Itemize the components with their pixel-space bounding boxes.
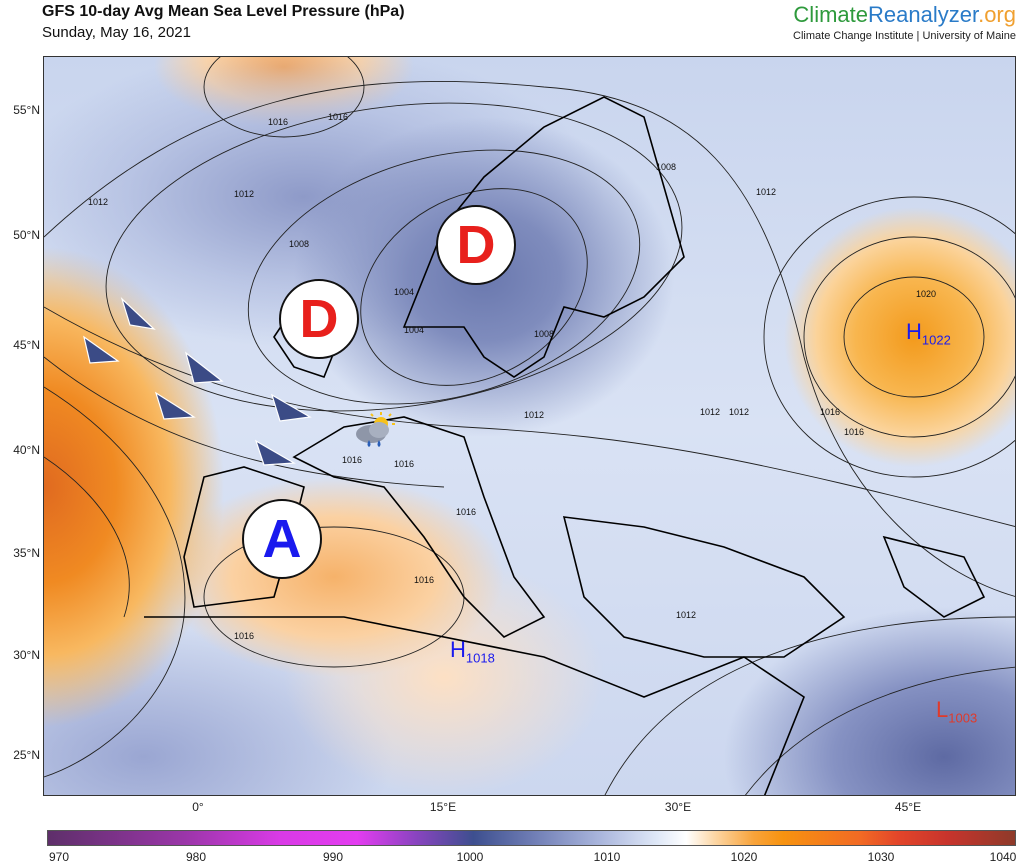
colorbar-tick: 970: [48, 850, 70, 864]
lat-label: 50°N: [13, 228, 40, 242]
contour-label: 1016: [844, 427, 865, 437]
contour-label: 1016: [342, 455, 363, 465]
colorbar-tick: 1010: [593, 850, 621, 864]
high-center-label: H1018: [450, 637, 495, 666]
contour-label: 1016: [820, 407, 841, 417]
lat-label: 35°N: [13, 546, 40, 560]
lat-label: 40°N: [13, 443, 40, 457]
contour-label: 1016: [328, 112, 349, 122]
high-center-label: H1022: [906, 319, 951, 348]
contour-label: 1012: [524, 410, 545, 420]
colorbar-tick: 980: [185, 850, 207, 864]
colorbar-tick: 1020: [730, 850, 758, 864]
contour-label: 1012: [700, 407, 721, 417]
contour-label: 1016: [414, 575, 435, 585]
contour-label: 1008: [534, 329, 555, 339]
lon-label: 15°E: [429, 800, 457, 814]
contour-label: 1016: [268, 117, 289, 127]
brand-logo[interactable]: ClimateReanalyzer.org: [793, 2, 1016, 27]
contour-label: 1016: [234, 631, 255, 641]
contour-label: 1012: [756, 187, 777, 197]
map-title: GFS 10-day Avg Mean Sea Level Pressure (…: [42, 3, 405, 20]
contour-label: 1012: [234, 189, 255, 199]
lat-label: 30°N: [13, 648, 40, 662]
wind-arrow: [154, 391, 196, 420]
contour-label: 1016: [456, 507, 477, 517]
institution-label: Climate Change Institute | University of…: [793, 30, 1016, 42]
wind-arrows: [83, 297, 312, 466]
low-center-label: L1003: [936, 697, 978, 726]
sun-cloud-rain-icon[interactable]: [349, 412, 399, 452]
wind-arrow: [120, 297, 156, 330]
wind-arrow: [270, 393, 312, 422]
high-pressure-marker[interactable]: A: [242, 499, 322, 579]
contour-label: 1012: [729, 407, 750, 417]
pressure-map: D D A H1022 H1018 L1003 1016 1016 1012 1…: [43, 56, 1016, 796]
contour-label: 1020: [916, 289, 937, 299]
wind-arrow: [254, 439, 297, 466]
contour-label: 1012: [676, 610, 697, 620]
wind-arrow: [184, 351, 224, 384]
contour-label: 1008: [656, 162, 677, 172]
lat-label: 55°N: [13, 103, 40, 117]
map-date: Sunday, May 16, 2021: [42, 24, 191, 41]
colorbar-tick: 1040: [989, 850, 1017, 864]
contour-label: 1004: [404, 325, 425, 335]
contours-layer: [44, 57, 1015, 795]
lon-label: 30°E: [664, 800, 692, 814]
contour-label: 1016: [394, 459, 415, 469]
colorbar-tick: 990: [322, 850, 344, 864]
low-pressure-marker[interactable]: D: [279, 279, 359, 359]
lon-label: 45°E: [894, 800, 922, 814]
colorbar-tick: 1030: [867, 850, 895, 864]
lat-label: 45°N: [13, 338, 40, 352]
contour-label: 1004: [394, 287, 415, 297]
wind-arrow: [83, 335, 120, 364]
colorbar-tick: 1000: [456, 850, 484, 864]
contour-label: 1008: [289, 239, 310, 249]
low-pressure-marker[interactable]: D: [436, 205, 516, 285]
contour-label: 1012: [88, 197, 109, 207]
lat-label: 25°N: [13, 748, 40, 762]
pressure-colorbar: [47, 830, 1016, 846]
lon-label: 0°: [192, 800, 204, 814]
